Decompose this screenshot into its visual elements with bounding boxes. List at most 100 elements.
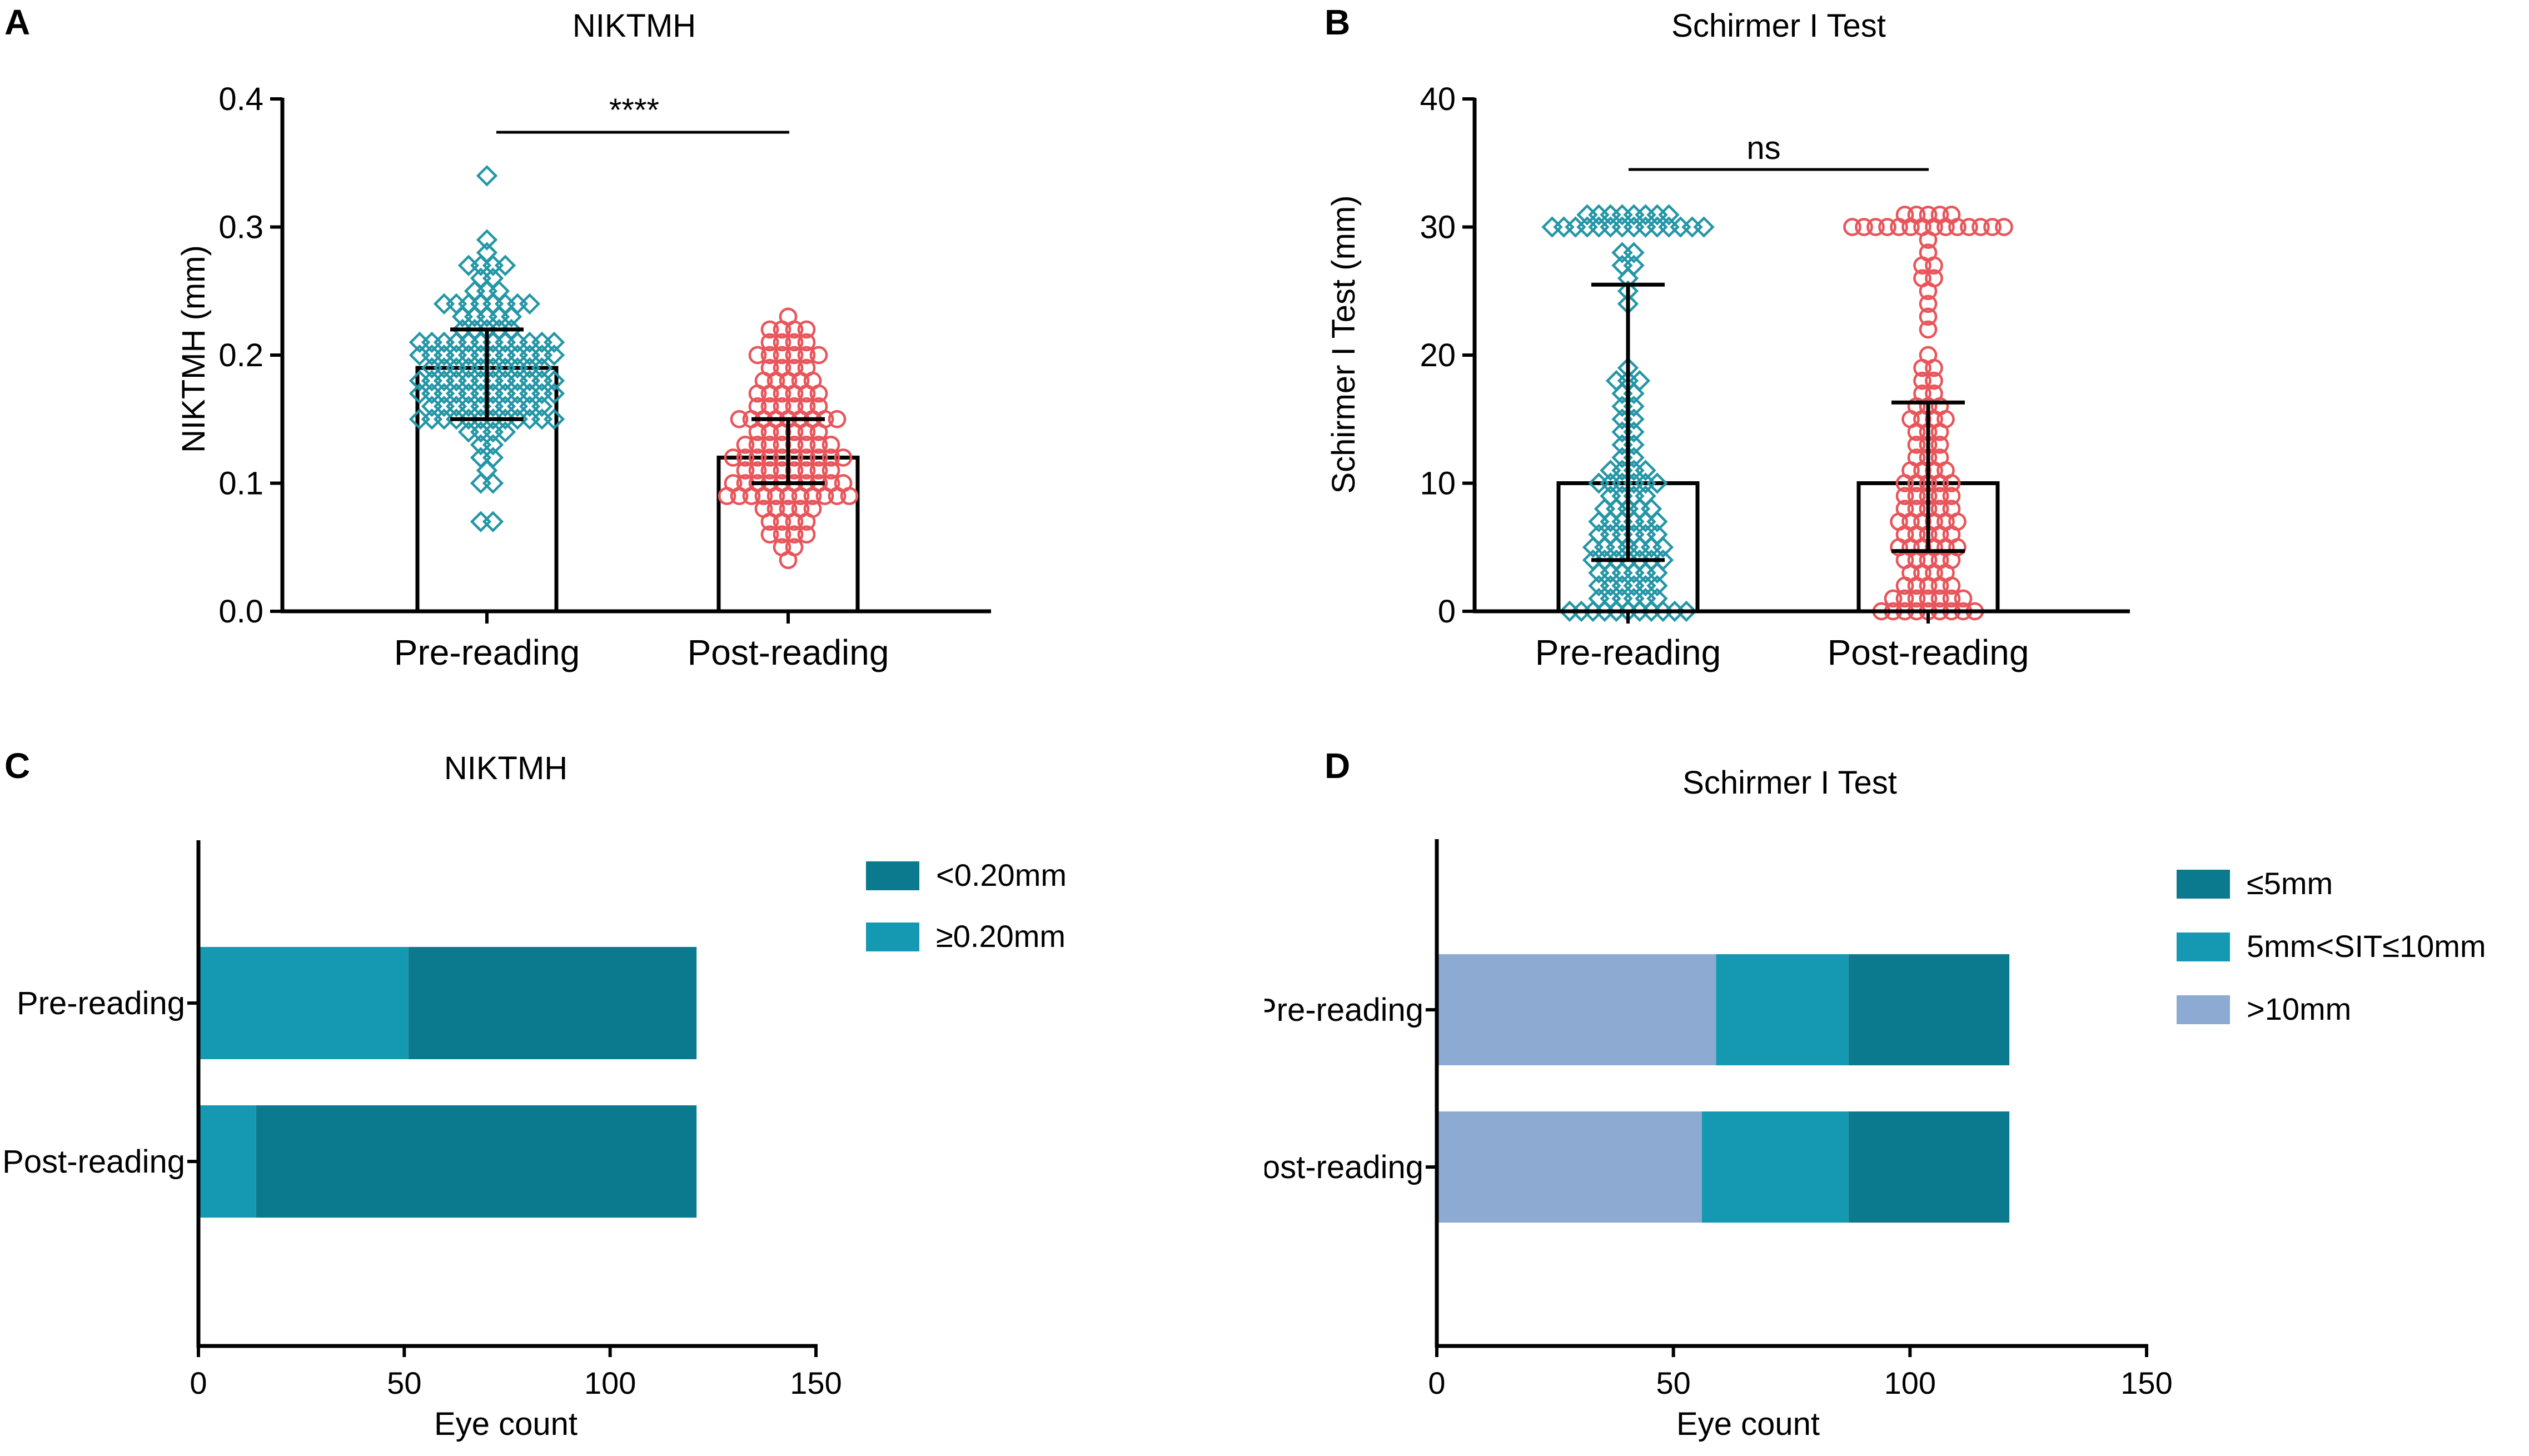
panel-a-post-reading-point: [760, 333, 779, 352]
panel-a-post-reading-point: [797, 333, 816, 352]
panel-d-x-axis-label: Eye count: [1676, 1406, 1820, 1442]
panel-a-post-reading-point: [748, 346, 767, 365]
panel-a-pre-reading-point: [494, 255, 516, 276]
panel-b-post-reading-point: [1895, 576, 1914, 595]
panel-a-post-reading-point: [797, 448, 816, 467]
panel-a-post-reading-point: [779, 551, 798, 570]
panel-a-post-reading-point: [828, 410, 847, 428]
panel-b-post-reading-point: [1866, 218, 1885, 236]
panel-a-post-reading-point: [736, 436, 755, 454]
panel-a-post-reading-point: [834, 448, 853, 467]
panel-b-post-reading-point: [1930, 589, 1949, 608]
panel-a-pre-reading-point: [409, 344, 431, 366]
panel-b-post-reading-point: [1930, 436, 1949, 454]
panel-a-y-axis-label: NIKTMH (mm): [176, 245, 212, 453]
panel-a-post-reading-point: [760, 525, 779, 544]
panel-a-post-reading-point: [760, 436, 779, 454]
panel-a-pre-reading-point: [519, 344, 541, 366]
panel-b-pre-reading-point: [1623, 216, 1645, 238]
panel-a-post-reading-point: [815, 487, 834, 505]
panel-a-pre-reading-point: [457, 331, 480, 353]
panel-a-post-reading-point: [809, 384, 828, 403]
panel-b-pre-reading-point: [1646, 204, 1668, 226]
panel-c-legend-label-0: <0.20mm: [936, 857, 1067, 892]
panel-a-post-reading-point: [736, 448, 755, 467]
panel-a-post-reading-point: [742, 487, 761, 505]
panel-a-post-reading-point: [718, 487, 736, 505]
panel-a-post-reading-point: [809, 422, 828, 441]
panel-a-post-reading-point: [809, 436, 828, 454]
panel-b-post-reading-point: [1907, 589, 1926, 608]
panel-b-pre-reading-point: [1611, 204, 1633, 226]
panel-b-y-tick-label: 40: [1420, 81, 1456, 117]
panel-a-pre-reading-point: [409, 331, 431, 353]
panel-a-pre-reading-point: [482, 255, 504, 276]
panel-a-x-tick-label-pre-reading: Pre-reading: [394, 632, 580, 672]
panel-a-pre-reading-point: [482, 434, 504, 456]
panel-a-post-reading-point: [773, 525, 791, 544]
panel-a-pre-reading-point: [476, 280, 498, 302]
panel-d-x-tick-label: 0: [1428, 1365, 1445, 1400]
panel-a-letter: A: [4, 2, 30, 42]
panel-a-post-reading-point: [797, 461, 816, 480]
panel-b-post-reading-point: [1930, 422, 1949, 441]
panel-a-post-reading-point: [822, 436, 840, 454]
panel-a-y-tick-label: 0.4: [218, 81, 263, 117]
panel-a-pre-reading-point: [476, 165, 498, 187]
panel-b-post-reading-point: [1907, 422, 1926, 441]
panel-b-post-reading-point: [1907, 576, 1926, 595]
panel-b-title: Schirmer I Test: [1671, 8, 1886, 44]
panel-d-legend-label-2: >10mm: [2247, 991, 2351, 1026]
panel-b-pre-reading-point: [1693, 216, 1715, 238]
panel-d-x-tick-label: 50: [1656, 1365, 1691, 1400]
panel-b-post-reading-point: [1942, 487, 1961, 505]
panel-b-x-tick-label-pre-reading: Pre-reading: [1535, 632, 1721, 672]
panel-a-pre-reading-point: [494, 331, 516, 353]
panel-b-post-reading-point: [1942, 206, 1961, 224]
panel-b-pre-reading-point: [1635, 460, 1656, 481]
panel-a-pre-reading-point: [464, 306, 486, 328]
panel-b-post-reading-point: [1907, 474, 1926, 492]
panel-b-post-reading-point: [1983, 218, 2002, 236]
panel-a-pre-reading-point: [531, 396, 553, 417]
panel-a-pre-reading-point: [531, 331, 553, 353]
panel-b-post-reading-point: [1895, 487, 1914, 505]
panel-b-y-tick-label: 10: [1420, 466, 1456, 502]
panel-b-pre-reading-point: [1576, 216, 1598, 238]
panel-b-pre-reading-point: [1588, 204, 1610, 226]
panel-c-stacked-bar-chart: C NIKTMH Eye count Pre-reading Post-readi…: [2, 746, 1067, 1442]
panel-b-post-reading-point: [1930, 206, 1949, 224]
panel-b-pre-reading-point: [1658, 204, 1680, 226]
panel-a-pre-reading-point: [433, 344, 455, 366]
panel-b-post-reading-point: [1942, 576, 1961, 595]
panel-a-y-tick-label: 0.1: [218, 466, 263, 502]
panel-b-post-reading-point: [1919, 295, 1938, 313]
panel-a-pre-reading-point: [457, 344, 480, 366]
panel-a-pre-reading-point: [506, 344, 529, 366]
panel-a-pre-reading-point: [470, 267, 492, 289]
panel-b-post-reading-point: [1930, 474, 1949, 492]
panel-a-significance: ****: [609, 92, 659, 128]
panel-a-post-reading-point: [797, 346, 816, 365]
panel-c-x-axis-label: Eye count: [434, 1406, 578, 1442]
panel-a-scatter-bar-chart: A NIKTMH NIKTMH (mm) **** 0.00.10.20.30.…: [4, 2, 991, 672]
panel-b-post-reading-point: [1884, 589, 1903, 608]
panel-a-pre-reading-point: [494, 344, 516, 366]
panel-c-plot-area: Pre-reading Post-reading 0 50 100 150 <0.20mm ≥…: [2, 840, 1067, 1400]
panel-a-post-reading-point: [785, 512, 804, 531]
panel-b-pre-reading-point: [1675, 600, 1697, 622]
panel-b-pre-reading-point: [1611, 216, 1633, 238]
panel-a-post-reading-point: [748, 422, 767, 441]
panel-a-pre-reading-point: [488, 280, 510, 302]
panel-a-post-reading-point: [773, 320, 791, 339]
panel-c-x-tick-label: 0: [190, 1365, 207, 1400]
panel-b-pre-reading-point: [1623, 242, 1645, 263]
panel-c-bar-post-reading-segment-1: [256, 1105, 697, 1218]
panel-a-title: NIKTMH: [572, 8, 696, 44]
panel-a-pre-reading-point: [531, 344, 553, 366]
panel-a-post-reading-point: [785, 525, 804, 544]
panel-b-post-reading-point: [1895, 474, 1914, 492]
panel-a-pre-reading-point: [494, 421, 516, 443]
panel-d-bar-post-reading-segment-0: [1437, 1111, 1702, 1223]
panel-b-pre-reading-point: [1600, 460, 1621, 481]
